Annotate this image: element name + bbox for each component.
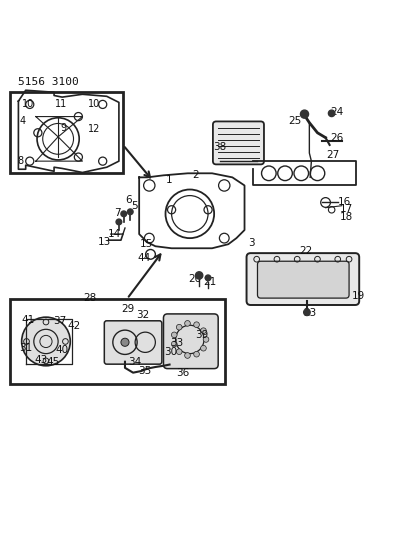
Text: 12: 12 bbox=[89, 124, 101, 134]
Text: 16: 16 bbox=[338, 197, 351, 207]
Text: 22: 22 bbox=[299, 246, 313, 256]
Circle shape bbox=[176, 325, 182, 330]
Circle shape bbox=[304, 309, 310, 316]
Circle shape bbox=[22, 317, 70, 366]
Text: 18: 18 bbox=[340, 212, 353, 222]
Text: 15: 15 bbox=[140, 239, 153, 249]
Circle shape bbox=[176, 349, 182, 354]
FancyBboxPatch shape bbox=[246, 253, 359, 305]
Text: 31: 31 bbox=[19, 343, 32, 352]
FancyBboxPatch shape bbox=[164, 314, 218, 369]
Text: 11: 11 bbox=[55, 100, 67, 109]
Circle shape bbox=[201, 345, 206, 351]
Bar bbox=[10, 299, 225, 384]
Text: 6: 6 bbox=[125, 196, 131, 205]
Circle shape bbox=[185, 320, 191, 326]
Text: 9: 9 bbox=[60, 123, 67, 133]
FancyBboxPatch shape bbox=[213, 122, 264, 164]
Circle shape bbox=[194, 322, 200, 328]
Text: 3: 3 bbox=[248, 238, 255, 248]
Text: 34: 34 bbox=[129, 357, 142, 367]
Text: 37: 37 bbox=[53, 316, 66, 326]
Text: 2: 2 bbox=[193, 171, 199, 180]
Text: 5156 3100: 5156 3100 bbox=[18, 77, 78, 87]
Text: 38: 38 bbox=[213, 142, 227, 151]
Text: 23: 23 bbox=[304, 308, 317, 318]
Text: 24: 24 bbox=[330, 107, 344, 117]
Circle shape bbox=[171, 332, 177, 338]
Text: 21: 21 bbox=[204, 277, 217, 287]
Text: 35: 35 bbox=[139, 366, 152, 376]
Text: 10: 10 bbox=[22, 100, 34, 109]
Circle shape bbox=[185, 353, 191, 358]
Text: 41: 41 bbox=[21, 315, 34, 325]
Circle shape bbox=[203, 337, 209, 342]
Circle shape bbox=[300, 110, 308, 118]
Text: 10: 10 bbox=[88, 100, 100, 109]
Circle shape bbox=[201, 328, 206, 334]
Text: 36: 36 bbox=[176, 368, 190, 378]
Text: 29: 29 bbox=[121, 304, 135, 314]
Text: 20: 20 bbox=[188, 273, 202, 284]
Circle shape bbox=[116, 219, 122, 225]
Text: 33: 33 bbox=[170, 338, 183, 348]
Circle shape bbox=[121, 211, 126, 216]
Text: 39: 39 bbox=[195, 330, 208, 341]
Text: 25: 25 bbox=[288, 116, 302, 126]
Text: 45: 45 bbox=[47, 357, 60, 367]
Text: 43: 43 bbox=[34, 354, 48, 365]
Circle shape bbox=[171, 341, 177, 347]
Circle shape bbox=[195, 272, 203, 279]
Circle shape bbox=[127, 209, 133, 215]
Text: 17: 17 bbox=[340, 204, 353, 214]
FancyBboxPatch shape bbox=[257, 261, 349, 298]
Text: 28: 28 bbox=[83, 293, 96, 303]
Text: 32: 32 bbox=[136, 310, 149, 320]
Circle shape bbox=[328, 110, 335, 117]
Text: 4: 4 bbox=[20, 116, 26, 126]
Text: 5: 5 bbox=[131, 201, 137, 211]
Circle shape bbox=[121, 338, 129, 346]
Text: 7: 7 bbox=[114, 208, 121, 218]
Text: 26: 26 bbox=[330, 133, 344, 143]
Text: 44: 44 bbox=[137, 253, 151, 263]
Text: 30: 30 bbox=[164, 346, 177, 357]
Circle shape bbox=[205, 275, 211, 281]
FancyBboxPatch shape bbox=[104, 321, 162, 364]
Text: 42: 42 bbox=[68, 321, 81, 332]
Circle shape bbox=[194, 351, 200, 357]
Text: 8: 8 bbox=[18, 156, 24, 166]
Text: 27: 27 bbox=[326, 150, 339, 160]
Text: 14: 14 bbox=[107, 229, 121, 239]
Text: 1: 1 bbox=[166, 175, 173, 185]
Text: 13: 13 bbox=[98, 237, 111, 247]
Bar bbox=[10, 92, 123, 173]
Text: 19: 19 bbox=[351, 290, 365, 301]
Text: 40: 40 bbox=[55, 344, 69, 354]
